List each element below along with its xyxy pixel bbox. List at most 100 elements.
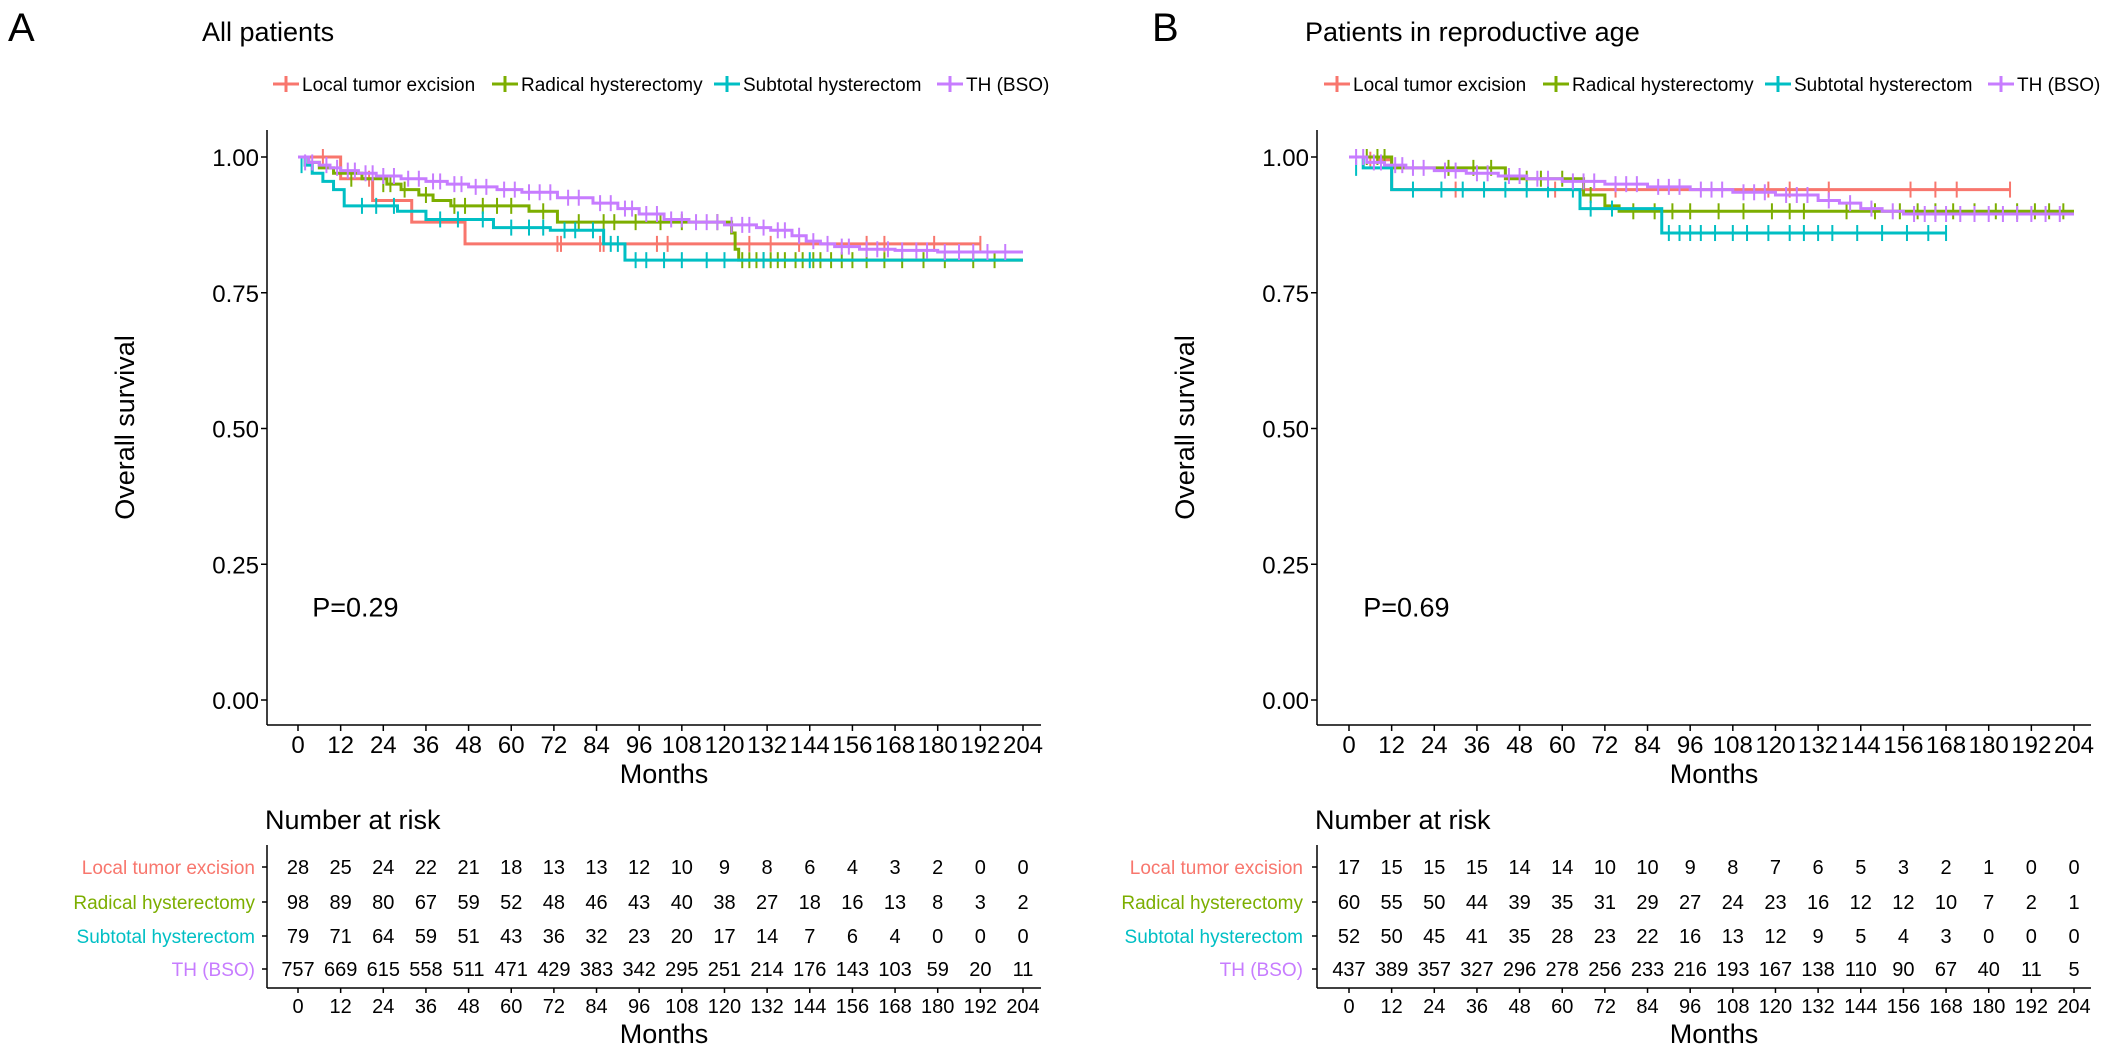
y-tick-label: 1.00 <box>212 145 259 172</box>
risk-count: 64 <box>372 926 394 948</box>
risk-x-axis-title: Months <box>620 1019 709 1049</box>
risk-count: 13 <box>585 857 607 879</box>
risk-count: 7 <box>1770 857 1781 879</box>
panel-b: B Patients in reproductive age Local tumor… <box>1121 6 2100 1049</box>
risk-count: 383 <box>580 959 613 981</box>
risk-count: 214 <box>750 959 783 981</box>
risk-count: 50 <box>1423 892 1445 914</box>
x-tick-label: 168 <box>1926 732 1966 759</box>
risk-count: 23 <box>628 926 650 948</box>
x-tick-label: 48 <box>455 732 482 759</box>
panel-title: Patients in reproductive age <box>1305 17 1640 47</box>
x-tick-label: 48 <box>1506 732 1533 759</box>
legend-item: Subtotal hysterectom <box>714 75 921 96</box>
risk-count: 558 <box>409 959 442 981</box>
x-tick-label: 156 <box>832 732 872 759</box>
survival-curve <box>298 155 1023 262</box>
x-tick-label: 96 <box>626 732 653 759</box>
risk-x-tick-label: 36 <box>1466 996 1488 1018</box>
legend-label: TH (BSO) <box>966 75 1049 96</box>
risk-row-label: Radical hysterectomy <box>73 893 255 914</box>
risk-count: 35 <box>1508 926 1530 948</box>
risk-count: 25 <box>330 857 352 879</box>
risk-count: 21 <box>457 857 479 879</box>
x-tick-label: 84 <box>583 732 610 759</box>
risk-count: 89 <box>330 892 352 914</box>
p-value-annotation: P=0.29 <box>312 593 398 623</box>
y-tick-label: 0.50 <box>1262 417 1309 444</box>
risk-count: 17 <box>1338 857 1360 879</box>
risk-count: 46 <box>585 892 607 914</box>
risk-x-tick-label: 156 <box>836 996 869 1018</box>
legend-item: Subtotal hysterectom <box>1765 75 1972 96</box>
risk-x-tick-label: 84 <box>1636 996 1658 1018</box>
risk-count: 4 <box>889 926 900 948</box>
y-tick-label: 0.25 <box>1262 552 1309 579</box>
risk-count: 22 <box>1636 926 1658 948</box>
x-tick-label: 36 <box>413 732 440 759</box>
risk-count: 12 <box>1850 892 1872 914</box>
x-tick-label: 132 <box>1798 732 1838 759</box>
x-tick-label: 96 <box>1677 732 1704 759</box>
risk-count: 1 <box>1983 857 1994 879</box>
y-axis-title: Overall survival <box>110 335 140 520</box>
risk-count: 14 <box>756 926 778 948</box>
risk-count: 28 <box>287 857 309 879</box>
risk-count: 615 <box>367 959 400 981</box>
risk-count: 9 <box>1685 857 1696 879</box>
series-1 <box>298 149 982 252</box>
risk-x-tick-label: 60 <box>1551 996 1573 1018</box>
risk-count: 10 <box>1594 857 1616 879</box>
risk-count: 23 <box>1594 926 1616 948</box>
risk-x-tick-label: 192 <box>2015 996 2048 1018</box>
x-tick-label: 12 <box>1378 732 1405 759</box>
x-tick-label: 12 <box>327 732 354 759</box>
series-4 <box>298 154 1023 261</box>
risk-count: 43 <box>500 926 522 948</box>
risk-count: 2 <box>932 857 943 879</box>
risk-count: 27 <box>1679 892 1701 914</box>
risk-count: 3 <box>889 857 900 879</box>
risk-count: 40 <box>1978 959 2000 981</box>
risk-x-tick-label: 204 <box>2057 996 2090 1018</box>
risk-row-label: Subtotal hysterectom <box>1125 927 1303 948</box>
risk-x-tick-label: 132 <box>750 996 783 1018</box>
panel-title: All patients <box>202 17 334 47</box>
x-tick-label: 192 <box>2011 732 2051 759</box>
risk-count: 10 <box>1636 857 1658 879</box>
risk-count: 5 <box>2068 959 2079 981</box>
x-tick-label: 24 <box>1421 732 1448 759</box>
risk-x-tick-label: 0 <box>292 996 303 1018</box>
risk-count: 20 <box>671 926 693 948</box>
risk-count: 193 <box>1716 959 1749 981</box>
risk-count: 110 <box>1845 959 1877 981</box>
survival-curve <box>298 155 981 246</box>
risk-count: 327 <box>1460 959 1493 981</box>
risk-count: 9 <box>1813 926 1824 948</box>
legend-label: TH (BSO) <box>2017 75 2100 96</box>
panel-letter: B <box>1152 6 1179 50</box>
risk-count: 2 <box>2026 892 2037 914</box>
panel-letter: A <box>8 6 35 50</box>
risk-x-tick-label: 180 <box>1972 996 2005 1018</box>
risk-count: 9 <box>719 857 730 879</box>
risk-count: 0 <box>2068 857 2079 879</box>
x-axis-title: Months <box>620 759 709 789</box>
risk-count: 5 <box>1855 926 1866 948</box>
risk-row-label: TH (BSO) <box>172 960 255 981</box>
risk-count: 103 <box>878 959 911 981</box>
legend-label: Radical hysterectomy <box>1572 75 1754 96</box>
legend-item: Local tumor excision <box>273 75 475 96</box>
series-4 <box>1349 149 2074 223</box>
series-3 <box>298 155 1023 269</box>
x-tick-label: 108 <box>1713 732 1753 759</box>
risk-count: 38 <box>713 892 735 914</box>
risk-count: 669 <box>324 959 357 981</box>
risk-x-tick-label: 168 <box>878 996 911 1018</box>
risk-table-title: Number at risk <box>265 805 441 835</box>
x-tick-label: 144 <box>1841 732 1881 759</box>
risk-count: 8 <box>762 857 773 879</box>
x-tick-label: 36 <box>1464 732 1491 759</box>
risk-count: 24 <box>1722 892 1744 914</box>
